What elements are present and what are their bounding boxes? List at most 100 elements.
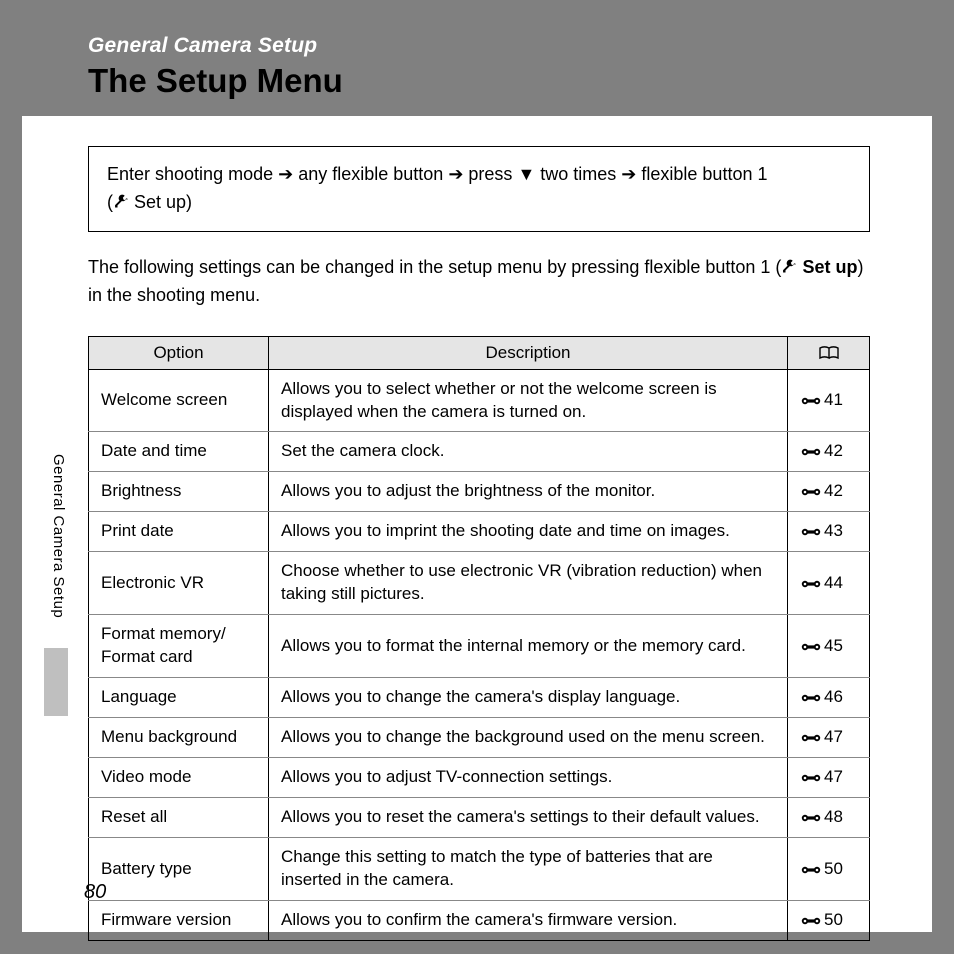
reference-cell: 48 <box>788 798 870 838</box>
option-cell: Electronic VR <box>89 552 269 615</box>
table-row: Electronic VRChoose whether to use elect… <box>89 552 870 615</box>
reference-number: 42 <box>824 441 843 460</box>
reference-number: 50 <box>824 910 843 929</box>
reference-cell: 42 <box>788 472 870 512</box>
table-row: Format memory/Format cardAllows you to f… <box>89 615 870 678</box>
description-cell: Set the camera clock. <box>269 432 788 472</box>
reference-number: 45 <box>824 636 843 655</box>
reference-number: 50 <box>824 859 843 878</box>
nav-text: flexible button 1 <box>636 164 767 184</box>
setup-menu-table: Option Description Welcome screenAllows … <box>88 336 870 941</box>
side-section-label: General Camera Setup <box>50 454 67 618</box>
table-header-row: Option Description <box>89 336 870 369</box>
reference-link-icon <box>800 909 822 932</box>
reference-cell: 50 <box>788 900 870 940</box>
reference-number: 46 <box>824 687 843 706</box>
intro-text: The following settings can be changed in… <box>88 257 781 277</box>
option-cell: Welcome screen <box>89 369 269 432</box>
arrow-down-icon: ▼ <box>517 164 535 184</box>
option-cell: Battery type <box>89 838 269 901</box>
description-cell: Allows you to confirm the camera's firmw… <box>269 900 788 940</box>
option-cell: Video mode <box>89 758 269 798</box>
reference-link-icon <box>800 766 822 789</box>
reference-number: 41 <box>824 390 843 409</box>
arrow-right-icon: ➔ <box>278 164 293 184</box>
option-cell: Language <box>89 678 269 718</box>
table-row: LanguageAllows you to change the camera'… <box>89 678 870 718</box>
reference-cell: 47 <box>788 718 870 758</box>
reference-link-icon <box>800 806 822 829</box>
reference-number: 48 <box>824 807 843 826</box>
table-row: Battery typeChange this setting to match… <box>89 838 870 901</box>
table-row: Reset allAllows you to reset the camera'… <box>89 798 870 838</box>
reference-number: 47 <box>824 727 843 746</box>
wrench-icon <box>781 257 797 277</box>
nav-text: Enter shooting mode <box>107 164 278 184</box>
table-row: BrightnessAllows you to adjust the brigh… <box>89 472 870 512</box>
reference-link-icon <box>800 726 822 749</box>
description-cell: Allows you to adjust the brightness of t… <box>269 472 788 512</box>
manual-page: General Camera Setup The Setup Menu Ente… <box>22 22 932 932</box>
description-cell: Allows you to change the background used… <box>269 718 788 758</box>
table-row: Welcome screenAllows you to select wheth… <box>89 369 870 432</box>
option-cell: Menu background <box>89 718 269 758</box>
description-cell: Allows you to reset the camera's setting… <box>269 798 788 838</box>
reference-number: 42 <box>824 481 843 500</box>
intro-paragraph: The following settings can be changed in… <box>88 254 870 310</box>
side-tab: General Camera Setup <box>44 454 78 716</box>
intro-bold: Set up <box>802 257 857 277</box>
wrench-icon <box>113 192 129 212</box>
page-number: 80 <box>84 881 106 904</box>
col-description: Description <box>269 336 788 369</box>
description-cell: Allows you to select whether or not the … <box>269 369 788 432</box>
page-title: The Setup Menu <box>88 58 932 116</box>
arrow-right-icon: ➔ <box>621 164 636 184</box>
reference-link-icon <box>800 480 822 503</box>
section-title: General Camera Setup <box>88 34 932 58</box>
description-cell: Allows you to format the internal memory… <box>269 615 788 678</box>
reference-number: 47 <box>824 767 843 786</box>
option-cell: Firmware version <box>89 900 269 940</box>
nav-text: two times <box>535 164 621 184</box>
description-cell: Allows you to imprint the shooting date … <box>269 512 788 552</box>
description-cell: Allows you to adjust TV-connection setti… <box>269 758 788 798</box>
reference-cell: 42 <box>788 432 870 472</box>
reference-cell: 43 <box>788 512 870 552</box>
reference-cell: 47 <box>788 758 870 798</box>
reference-link-icon <box>800 440 822 463</box>
navigation-path-box: Enter shooting mode ➔ any flexible butto… <box>88 146 870 232</box>
table-row: Firmware versionAllows you to confirm th… <box>89 900 870 940</box>
option-cell: Date and time <box>89 432 269 472</box>
page-content: Enter shooting mode ➔ any flexible butto… <box>22 116 932 941</box>
option-cell: Brightness <box>89 472 269 512</box>
reference-cell: 50 <box>788 838 870 901</box>
reference-cell: 44 <box>788 552 870 615</box>
option-cell: Print date <box>89 512 269 552</box>
option-cell: Format memory/Format card <box>89 615 269 678</box>
reference-link-icon <box>800 572 822 595</box>
book-icon <box>819 343 839 362</box>
reference-link-icon <box>800 635 822 658</box>
reference-cell: 41 <box>788 369 870 432</box>
table-row: Print dateAllows you to imprint the shoo… <box>89 512 870 552</box>
table-row: Date and timeSet the camera clock. 42 <box>89 432 870 472</box>
reference-link-icon <box>800 686 822 709</box>
description-cell: Choose whether to use electronic VR (vib… <box>269 552 788 615</box>
description-cell: Change this setting to match the type of… <box>269 838 788 901</box>
table-row: Video modeAllows you to adjust TV-connec… <box>89 758 870 798</box>
nav-text: press <box>463 164 517 184</box>
reference-cell: 46 <box>788 678 870 718</box>
nav-text: Set up) <box>129 192 192 212</box>
nav-text: any flexible button <box>293 164 448 184</box>
option-cell: Reset all <box>89 798 269 838</box>
arrow-right-icon: ➔ <box>448 164 463 184</box>
col-reference <box>788 336 870 369</box>
reference-number: 43 <box>824 521 843 540</box>
description-cell: Allows you to change the camera's displa… <box>269 678 788 718</box>
reference-number: 44 <box>824 573 843 592</box>
reference-link-icon <box>800 520 822 543</box>
side-tab-marker <box>44 648 68 716</box>
page-header: General Camera Setup The Setup Menu <box>22 22 932 116</box>
table-row: Menu backgroundAllows you to change the … <box>89 718 870 758</box>
col-option: Option <box>89 336 269 369</box>
